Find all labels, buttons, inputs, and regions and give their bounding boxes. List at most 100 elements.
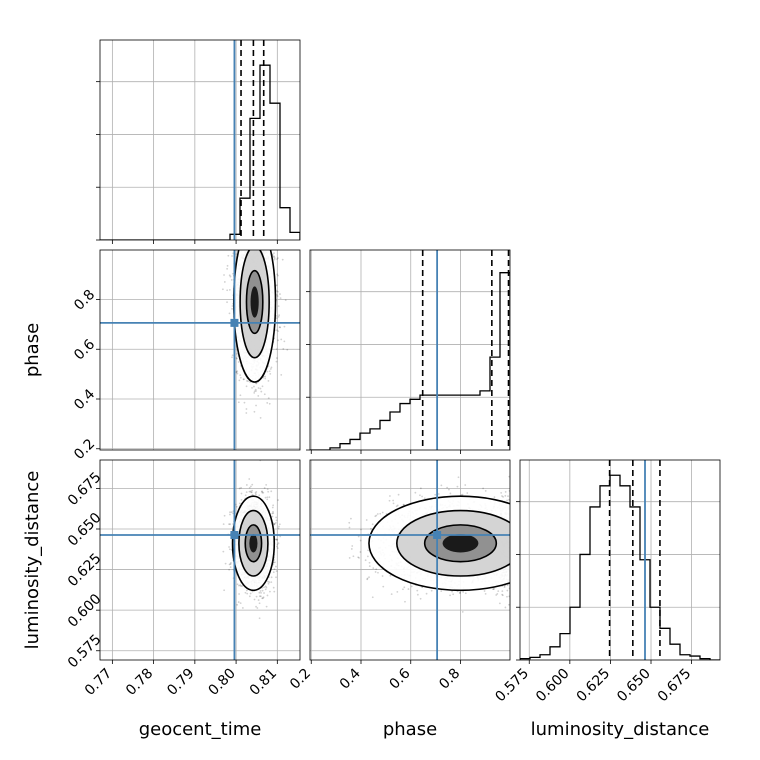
sample-point xyxy=(266,370,269,373)
sample-point xyxy=(255,605,257,608)
sample-point xyxy=(262,596,265,599)
sample-point xyxy=(280,374,283,376)
sample-point xyxy=(278,326,281,329)
sample-point xyxy=(239,584,242,586)
sample-point xyxy=(224,562,227,565)
sample-point xyxy=(263,487,266,489)
sample-point xyxy=(277,527,280,530)
sample-point xyxy=(273,522,276,525)
sample-point xyxy=(231,307,233,310)
sample-point xyxy=(273,523,276,526)
sample-point xyxy=(228,274,231,277)
sample-point xyxy=(279,326,282,329)
sample-point xyxy=(257,395,260,397)
histogram-step-phase xyxy=(310,272,510,450)
sample-point xyxy=(264,585,267,588)
sample-point xyxy=(241,585,244,587)
density-peak xyxy=(250,286,259,318)
sample-point xyxy=(278,314,281,317)
sample-point xyxy=(260,390,263,393)
sample-point xyxy=(231,255,233,257)
sample-point xyxy=(221,288,224,291)
sample-point xyxy=(238,379,241,382)
sample-point xyxy=(226,264,229,267)
sample-point xyxy=(265,586,268,589)
sample-point xyxy=(231,354,234,357)
sample-point xyxy=(237,601,240,603)
sample-point xyxy=(280,338,283,341)
sample-point xyxy=(236,603,239,606)
histogram-luminosity_distance xyxy=(520,460,720,660)
sample-point xyxy=(275,284,278,287)
sample-point xyxy=(277,257,279,259)
sample-point xyxy=(261,491,264,494)
sample-point xyxy=(277,499,279,501)
sample-point xyxy=(258,595,261,598)
sample-point xyxy=(283,340,286,343)
sample-point xyxy=(248,486,251,489)
sample-point xyxy=(251,493,254,496)
sample-point xyxy=(264,496,267,499)
sample-point xyxy=(246,592,249,595)
sample-point xyxy=(263,586,265,589)
sample-point xyxy=(272,504,275,507)
sample-point xyxy=(231,356,233,359)
sample-point xyxy=(276,543,279,546)
sample-point xyxy=(271,506,274,509)
sample-point xyxy=(223,281,226,283)
sample-point xyxy=(235,371,238,374)
sample-point xyxy=(267,580,269,583)
sample-point xyxy=(276,274,279,277)
sample-point xyxy=(272,256,275,258)
sample-point xyxy=(235,253,238,256)
sample-point xyxy=(244,494,247,497)
sample-point xyxy=(245,408,248,410)
sample-point xyxy=(270,490,273,493)
sample-point xyxy=(241,607,244,609)
sample-point xyxy=(264,377,267,380)
sample-point xyxy=(251,483,254,486)
sample-point xyxy=(286,348,289,351)
sample-point xyxy=(275,360,278,363)
sample-point xyxy=(245,385,248,388)
sample-point xyxy=(268,496,271,499)
sample-point xyxy=(268,402,271,405)
sample-point xyxy=(250,485,252,488)
sample-point xyxy=(244,591,247,594)
sample-point xyxy=(258,617,261,620)
sample-point xyxy=(247,380,250,382)
sample-point xyxy=(265,605,268,608)
sample-point xyxy=(229,513,231,516)
sample-point xyxy=(258,494,261,497)
sample-point xyxy=(253,598,256,601)
sample-point xyxy=(256,607,259,609)
sample-point xyxy=(258,602,261,605)
sample-point xyxy=(284,299,287,302)
sample-point xyxy=(246,379,248,382)
sample-point xyxy=(239,376,242,379)
sample-point xyxy=(238,593,240,595)
sample-point xyxy=(277,305,280,307)
panel-frame xyxy=(99,39,301,241)
sample-point xyxy=(269,372,272,375)
sample-point xyxy=(236,372,239,375)
sample-point xyxy=(229,275,232,278)
sample-point xyxy=(275,290,278,292)
sample-point xyxy=(255,493,257,496)
sample-point xyxy=(263,592,265,594)
sample-point xyxy=(278,525,280,528)
sample-point xyxy=(276,295,279,298)
sample-point xyxy=(275,519,278,522)
sample-point xyxy=(230,279,233,281)
sample-point xyxy=(223,589,226,592)
panel-frame xyxy=(309,249,511,451)
sample-point xyxy=(235,357,238,359)
sample-point xyxy=(235,505,238,508)
sample-point xyxy=(276,547,279,550)
sample-point xyxy=(228,563,231,566)
sample-point xyxy=(279,535,282,538)
sample-point xyxy=(238,584,240,587)
sample-point xyxy=(228,568,231,571)
sample-point xyxy=(274,561,276,564)
scatter-geocent_time-vs-luminosity_distance xyxy=(100,460,300,660)
